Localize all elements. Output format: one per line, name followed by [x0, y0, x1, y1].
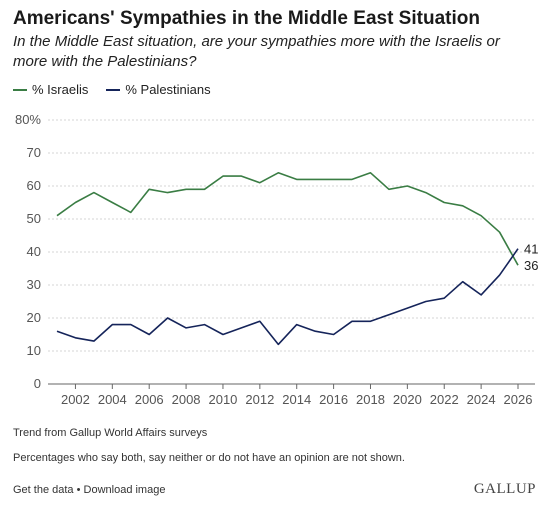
legend-swatch-palestinians [106, 88, 121, 91]
series-line-israelis [56, 172, 519, 266]
footer-links: Get the data • Download image [13, 484, 165, 496]
y-tick-label: 60 [27, 178, 41, 193]
legend: % Israelis % Palestinians [13, 82, 229, 97]
y-tick-label: 10 [27, 343, 41, 358]
legend-item-palestinians: % Palestinians [106, 82, 211, 97]
end-label-palestinians: 41 [524, 242, 538, 257]
x-tick-label: 2022 [430, 392, 459, 407]
x-tick-label: 2014 [282, 392, 311, 407]
end-label-israelis: 36 [524, 258, 538, 273]
x-tick-label: 2016 [319, 392, 348, 407]
legend-swatch-israelis [13, 88, 27, 91]
x-tick-label: 2002 [61, 392, 90, 407]
line-chart: 0 10 20 30 40 50 60 70 80% 2002 2004 2006 2008 2010 20… [15, 112, 539, 407]
x-tick-label: 2024 [467, 392, 496, 407]
y-tick-label: 70 [27, 145, 41, 160]
exclusion-note: Percentages who say both, say neither or… [13, 452, 405, 464]
legend-label-palestinians: % Palestinians [125, 82, 211, 97]
chart-title: Americans' Sympathies in the Middle East… [13, 8, 480, 29]
x-tick-label: 2020 [393, 392, 422, 407]
y-tick-label: 20 [27, 310, 41, 325]
legend-label-israelis: % Israelis [32, 82, 89, 97]
x-tick-label: 2010 [208, 392, 237, 407]
x-tick-label: 2018 [356, 392, 385, 407]
x-tick-label: 2026 [504, 392, 533, 407]
source-note: Trend from Gallup World Affairs surveys [13, 427, 208, 439]
y-tick-label: 80% [15, 112, 41, 127]
chart-subtitle: In the Middle East situation, are your s… [13, 33, 500, 70]
x-tick-label: 2004 [98, 392, 127, 407]
get-data-link[interactable]: Get the data [13, 484, 74, 496]
x-tick-label: 2012 [245, 392, 274, 407]
x-tick-label: 2008 [172, 392, 201, 407]
download-image-link[interactable]: Download image [83, 484, 166, 496]
footer-separator: • [73, 484, 84, 496]
y-tick-label: 50 [27, 211, 41, 226]
y-tick-label: 0 [34, 376, 41, 391]
gallup-logo: GALLUP [473, 481, 536, 497]
y-tick-label: 40 [27, 244, 41, 259]
series-line-palestinians [56, 248, 519, 346]
legend-item-israelis: % Israelis [13, 82, 88, 97]
y-tick-label: 30 [27, 277, 41, 292]
x-tick-label: 2006 [135, 392, 164, 407]
